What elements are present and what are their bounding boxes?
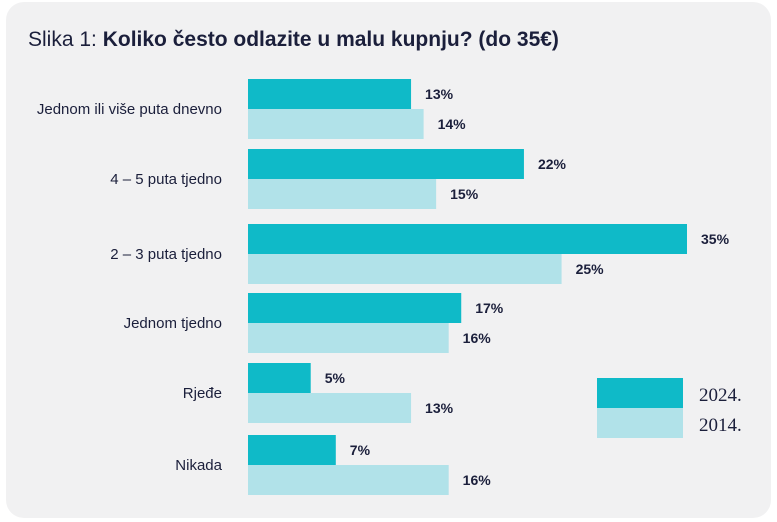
bar-2024: [248, 293, 462, 323]
bar-2014: [248, 393, 412, 423]
bar-2024: [248, 435, 336, 465]
category-label: Jednom tjedno: [124, 315, 222, 332]
category-label: 2 – 3 puta tjedno: [110, 246, 222, 263]
legend-label: 2024.: [699, 385, 742, 406]
category-label: Rjeđe: [183, 385, 222, 402]
title-text: Koliko često odlazite u malu kupnju? (do…: [102, 28, 559, 51]
value-label: 25%: [576, 261, 605, 277]
value-label: 5%: [325, 370, 346, 386]
bar-2024: [248, 149, 524, 179]
value-label: 17%: [475, 300, 504, 316]
bar-2014: [248, 323, 449, 353]
value-label: 13%: [425, 400, 454, 416]
bar-2024: [248, 224, 687, 254]
value-label: 15%: [450, 186, 479, 202]
bar-2014: [248, 465, 449, 495]
chart-title: Slika 1: Koliko često odlazite u malu ku…: [28, 28, 559, 52]
bar-2024: [248, 79, 412, 109]
legend-label: 2014.: [699, 415, 742, 436]
category-label: Jednom ili više puta dnevno: [37, 101, 222, 118]
legend-swatch-2014: [597, 408, 683, 438]
category-label: 4 – 5 puta tjedno: [110, 171, 222, 188]
value-label: 14%: [438, 116, 467, 132]
bar-2024: [248, 363, 311, 393]
bar-2014: [248, 179, 437, 209]
bar-2014: [248, 109, 424, 139]
category-label: Nikada: [175, 457, 222, 474]
legend-swatch-2024: [597, 378, 683, 408]
value-label: 16%: [463, 472, 492, 488]
value-label: 35%: [701, 231, 730, 247]
figure-prefix: Slika 1:: [28, 28, 103, 51]
value-label: 22%: [538, 156, 567, 172]
value-label: 7%: [350, 442, 371, 458]
value-label: 16%: [463, 330, 492, 346]
value-label: 13%: [425, 86, 454, 102]
bar-2014: [248, 254, 562, 284]
